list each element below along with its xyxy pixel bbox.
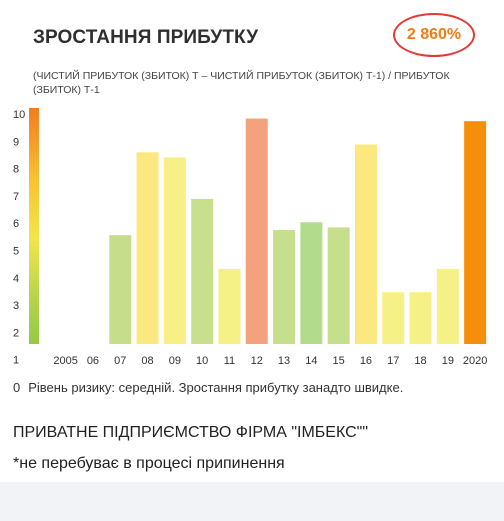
card-title: ЗРОСТАННЯ ПРИБУТКУ: [33, 27, 259, 48]
risk-scale-bar: [29, 108, 39, 344]
risk-zero-label: 0: [13, 380, 21, 395]
x-tick-label: 08: [141, 355, 153, 367]
risk-bar-chart: 10 9 8 7 6 5 4 3 2 1 2005 06 07 08 09 10 11 12 13 14 15 16 17…: [13, 108, 487, 367]
x-tick-label: 11: [224, 355, 235, 367]
x-tick-label: 2005: [53, 355, 77, 367]
profit-growth-card: ЗРОСТАННЯ ПРИБУТКУ 2 860% (ЧИСТИЙ ПРИБУТ…: [0, 0, 504, 482]
x-tick-label: 13: [278, 355, 290, 367]
x-tick-label: 12: [251, 355, 263, 367]
bar-08: [136, 152, 159, 344]
risk-line: 0 Рівень ризику: середній. Зростання при…: [13, 380, 403, 395]
y-tick-label: 6: [13, 218, 19, 230]
bar-13: [273, 230, 296, 344]
x-tick-label: 2020: [463, 355, 487, 367]
y-tick-label: 3: [13, 300, 19, 312]
x-tick-label: 10: [196, 355, 208, 367]
growth-value-badge: 2 860%: [393, 13, 475, 57]
x-tick-label: 07: [114, 355, 126, 367]
x-tick-label: 16: [360, 355, 372, 367]
bar-12: [245, 118, 268, 344]
y-tick-label: 8: [13, 164, 19, 176]
x-tick-label: 09: [169, 355, 181, 367]
bar-11: [218, 268, 241, 344]
y-tick-label: 5: [13, 246, 19, 258]
x-tick-label: 19: [442, 355, 454, 367]
status-note: *не перебуває в процесі припинення: [13, 455, 285, 472]
bar-15: [327, 227, 350, 344]
y-tick-label: 7: [13, 191, 19, 203]
y-tick-label: 9: [13, 136, 19, 148]
x-tick-label: 06: [87, 355, 99, 367]
bar-16: [354, 144, 377, 344]
risk-level-text: Рівень ризику: середній. Зростання прибу…: [28, 380, 404, 395]
x-tick-label: 17: [387, 355, 399, 367]
bar-14: [300, 222, 323, 344]
bar-18: [409, 292, 432, 344]
company-name: ПРИВАТНЕ ПІДПРИЄМСТВО ФІРМА "ІМБЕКС"": [13, 424, 369, 441]
y-tick-label: 1: [13, 355, 19, 367]
bar-07: [109, 235, 132, 344]
y-tick-label: 2: [13, 327, 19, 339]
y-tick-label: 10: [13, 109, 25, 121]
bar-09: [163, 157, 186, 344]
bar-10: [191, 198, 214, 344]
formula-text: (ЧИСТИЙ ПРИБУТОК (ЗБИТОК) Т – ЧИСТИЙ ПРИ…: [33, 70, 450, 96]
bar-17: [382, 292, 405, 344]
x-tick-label: 14: [305, 355, 317, 367]
y-tick-label: 4: [13, 273, 19, 285]
bar-19: [436, 268, 459, 344]
bar-2020: [464, 121, 487, 344]
x-tick-label: 15: [333, 355, 345, 367]
x-tick-label: 18: [414, 355, 426, 367]
